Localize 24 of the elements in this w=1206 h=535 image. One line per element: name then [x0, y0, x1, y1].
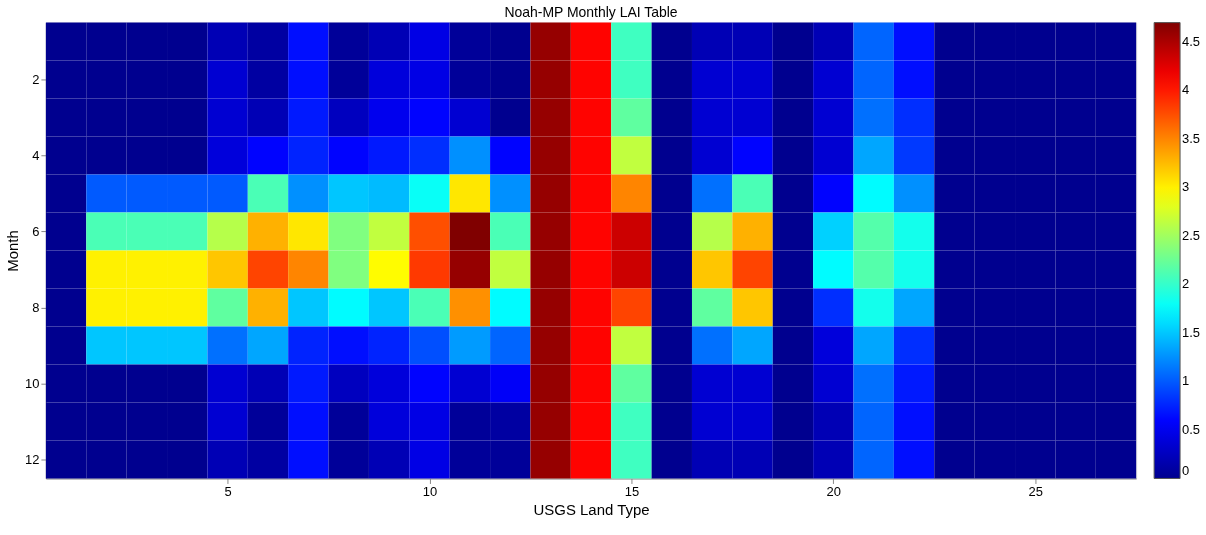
color-bar-label: 1.5 — [1182, 324, 1201, 340]
color-bar-label: 2 — [1182, 276, 1190, 292]
x-tick-label: 25 — [1028, 483, 1043, 499]
color-bar-label: 0.5 — [1182, 421, 1201, 437]
y-tick-label: 8 — [32, 300, 40, 315]
x-axis-title: USGS Land Type — [533, 500, 650, 518]
x-tick-label: 15 — [624, 483, 640, 499]
y-tick-label: 4 — [32, 148, 40, 164]
y-tick-label: 12 — [24, 451, 40, 467]
color-bar-label: 3 — [1182, 179, 1190, 195]
color-bar-label: 2.5 — [1182, 227, 1201, 243]
color-bar-label: 4.5 — [1182, 33, 1201, 49]
chart-title: Noah-MP Monthly LAI Table — [504, 3, 678, 20]
color-bar-label: 1 — [1182, 373, 1190, 389]
y-tick-label: 6 — [32, 224, 40, 240]
y-tick-label: 2 — [32, 72, 40, 88]
y-axis-title: Month — [4, 230, 21, 272]
x-tick-label: 10 — [422, 483, 438, 499]
color-bar-label: 0 — [1182, 463, 1190, 479]
y-tick-label: 10 — [24, 375, 40, 391]
x-tick-label: 5 — [224, 483, 232, 499]
color-bar-label: 3.5 — [1182, 130, 1201, 146]
color-bar-label: 4 — [1182, 82, 1190, 98]
x-tick-label: 20 — [826, 483, 842, 499]
